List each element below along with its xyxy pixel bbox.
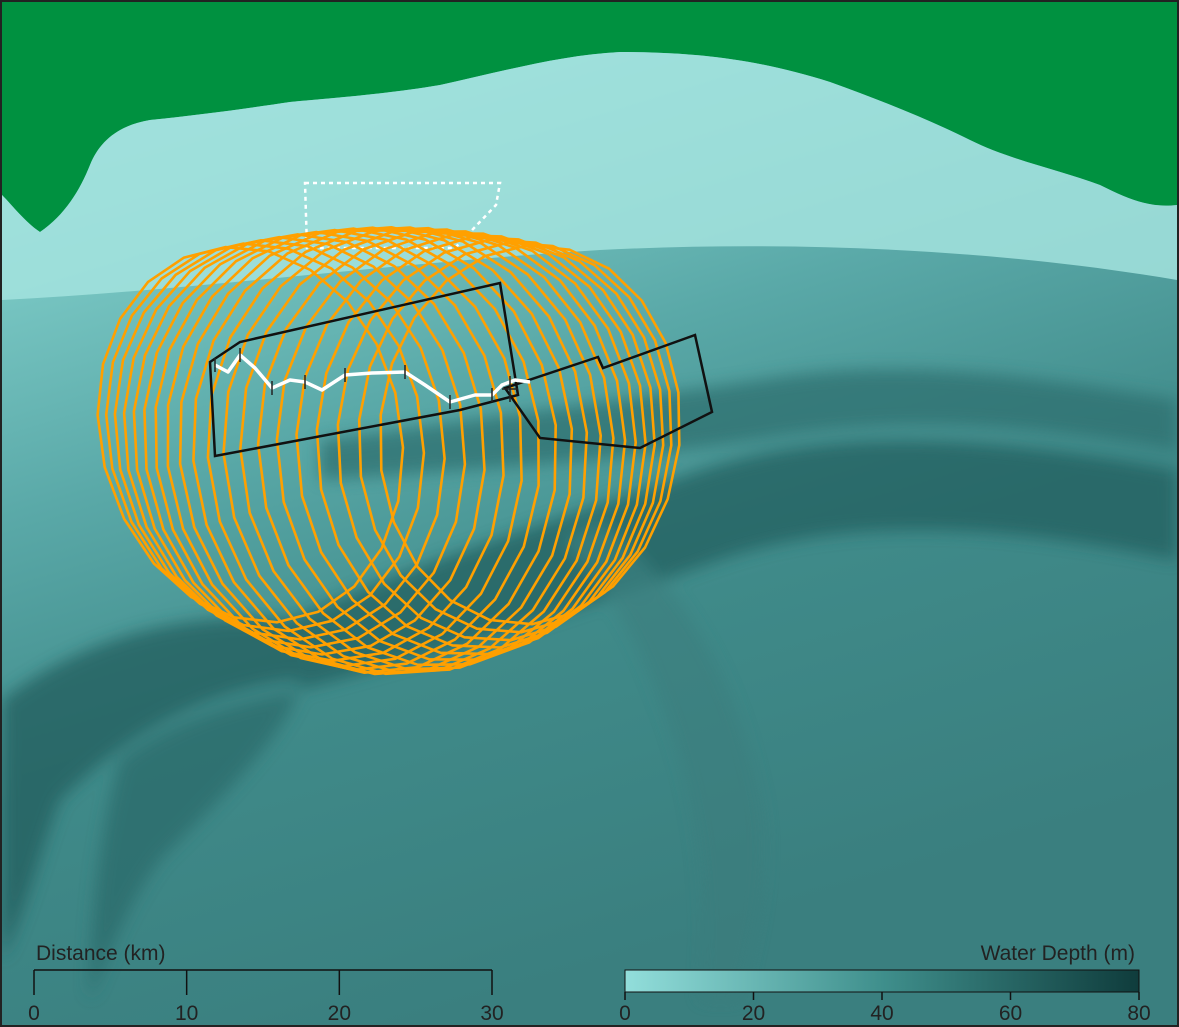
distance-tick-label: 30 (480, 1002, 503, 1025)
plume-contour-ring (154, 228, 523, 668)
depth-tick-label: 20 (742, 1002, 765, 1025)
depth-legend: Water Depth (m) 0 20 40 60 80 (619, 942, 1151, 1025)
track-ticks (214, 348, 518, 409)
depth-tick-label: 60 (999, 1002, 1022, 1025)
land-area (2, 2, 1177, 232)
depth-legend-label: Water Depth (m) (981, 942, 1135, 965)
distance-tick-label: 0 (28, 1002, 40, 1025)
distance-tick-label: 10 (175, 1002, 198, 1025)
depth-tick-label: 0 (619, 1002, 631, 1025)
plume-contour-ring (178, 226, 558, 675)
distance-scale-label: Distance (km) (36, 942, 166, 965)
distance-tick-label: 20 (328, 1002, 351, 1025)
depth-tick-label: 40 (870, 1002, 893, 1025)
plume-contour-ring (379, 244, 681, 626)
depth-tick-label: 80 (1127, 1002, 1150, 1025)
vessel-track (214, 353, 531, 404)
boundary-outline-west (208, 281, 520, 458)
plume-contour-ring (192, 226, 574, 676)
plume-contours (96, 226, 681, 676)
study-area-dotted-outline (303, 181, 502, 250)
distance-scale-bar: Distance (km) 0 10 20 30 (28, 942, 504, 1025)
boundary-outline-east (503, 333, 714, 450)
depth-colorbar (624, 969, 1140, 993)
